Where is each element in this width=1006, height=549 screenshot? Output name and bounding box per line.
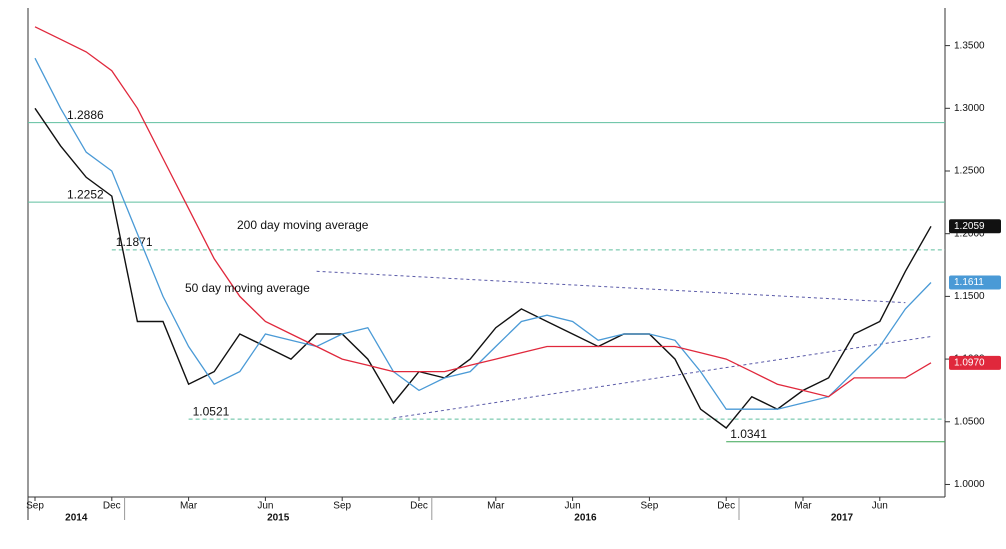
series-line — [34, 26, 932, 398]
value-tag — [949, 275, 1001, 290]
x-tick-label: Dec — [717, 501, 735, 512]
x-tick-label: Mar — [794, 501, 812, 512]
trendline — [393, 336, 932, 419]
series-label: 50 day moving average — [185, 281, 310, 295]
trendline — [316, 270, 906, 304]
x-tick-label: Jun — [872, 501, 888, 512]
y-tick-label: 1.0000 — [954, 479, 985, 490]
series-line — [34, 107, 932, 429]
x-tick-label: Mar — [487, 501, 505, 512]
y-tick-label: 1.0500 — [954, 416, 985, 427]
x-tick-label: Jun — [565, 501, 581, 512]
x-tick-label: Jun — [257, 501, 273, 512]
year-label: 2017 — [831, 513, 854, 524]
year-label: 2014 — [65, 513, 88, 524]
level-label: 1.1871 — [116, 235, 153, 249]
value-tag-label: 1.2059 — [954, 221, 985, 232]
y-tick-label: 1.2000 — [954, 228, 985, 239]
y-tick-label: 1.2500 — [954, 166, 985, 177]
y-tick-label: 1.1500 — [954, 291, 985, 302]
series-label: 200 day moving average — [237, 218, 369, 232]
y-tick-label: 1.3000 — [954, 103, 985, 114]
level-label: 1.2252 — [67, 187, 104, 201]
level-label: 1.0521 — [193, 404, 230, 418]
value-tag-label: 1.1611 — [954, 277, 984, 288]
year-label: 2016 — [574, 513, 597, 524]
level-label: 1.2886 — [67, 108, 104, 122]
level-label: 1.0341 — [730, 427, 767, 441]
series-line — [34, 57, 932, 410]
x-tick-label: Sep — [26, 501, 44, 512]
value-tag — [949, 219, 1001, 234]
value-tag-label: 1.0970 — [954, 357, 985, 368]
x-tick-label: Dec — [103, 501, 121, 512]
y-tick-label: 1.3500 — [954, 40, 985, 51]
x-tick-label: Dec — [410, 501, 428, 512]
x-tick-label: Sep — [333, 501, 351, 512]
value-tag — [949, 355, 1001, 370]
year-label: 2015 — [267, 513, 290, 524]
x-tick-label: Sep — [641, 501, 659, 512]
x-tick-label: Mar — [180, 501, 198, 512]
